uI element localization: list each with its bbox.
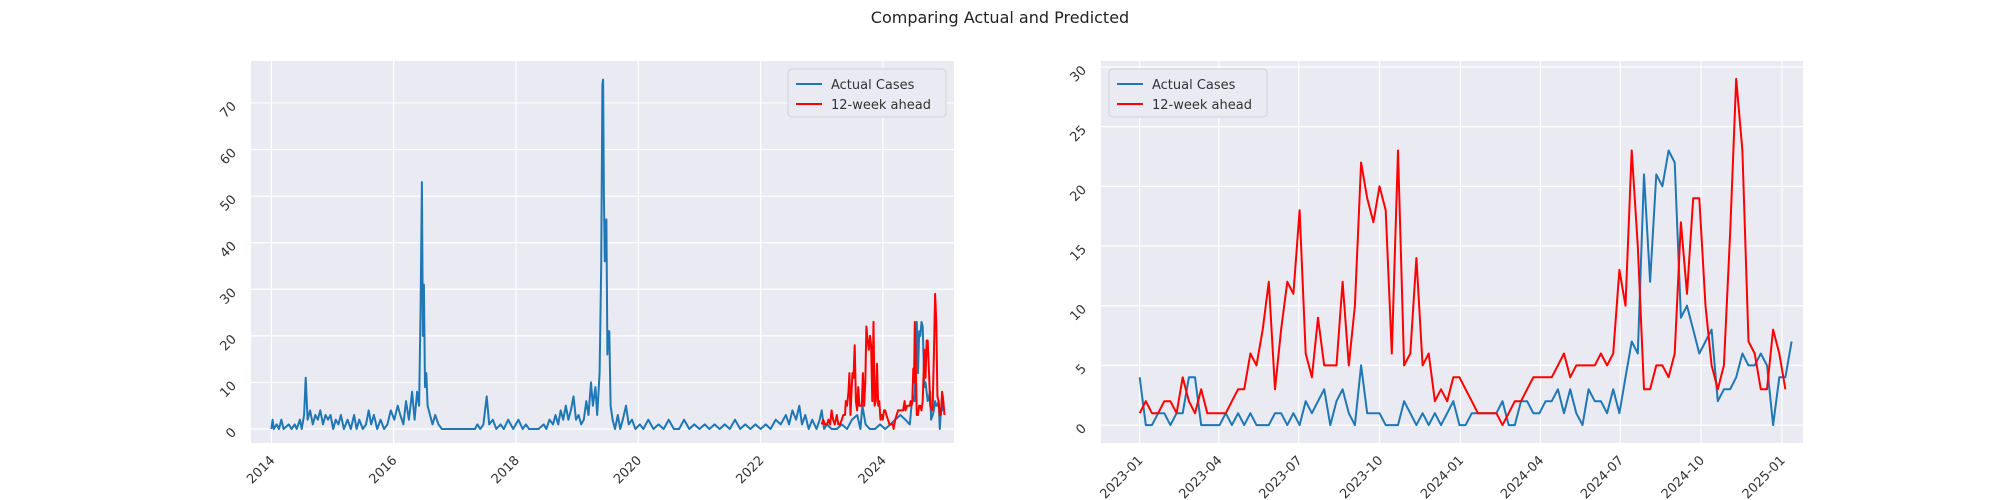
y-tick-label: 10: [218, 379, 240, 401]
y-tick-label: 60: [218, 146, 240, 168]
x-tick-label: 2014: [244, 453, 278, 487]
chart-right: 0 5 10 15 20 25 30 2023-01 2023-04 2023-07 2023-10…: [1068, 61, 1803, 500]
y-tick-label: 20: [1068, 183, 1090, 205]
x-tick-label: 2023-01: [1097, 453, 1146, 500]
x-tick-label: 2023-10: [1337, 453, 1386, 500]
legend-label: 12-week ahead: [831, 98, 931, 113]
legend-label: 12-week ahead: [1152, 98, 1252, 113]
y-tick-label: 50: [218, 192, 240, 214]
legend-label: Actual Cases: [1152, 78, 1236, 93]
y-tick-label: 0: [223, 425, 239, 441]
y-tick-label: 5: [1073, 362, 1089, 378]
legend-label: Actual Cases: [831, 78, 915, 93]
series-line-actual: [1138, 149, 1793, 427]
x-tick-label: 2024-01: [1418, 453, 1467, 500]
x-tick-label: 2016: [366, 453, 400, 487]
x-tick-label: 2018: [489, 453, 523, 487]
x-tick-label: 2024-07: [1578, 453, 1627, 500]
y-tick-label: 20: [218, 332, 240, 354]
series-line-actual: [270, 78, 945, 430]
y-tick-label: 10: [1068, 302, 1090, 324]
series-line-predicted: [820, 292, 946, 430]
x-tick-label: 2024: [856, 453, 890, 487]
x-tick-label: 2023-04: [1177, 453, 1226, 500]
legend: Actual Cases 12-week ahead: [1108, 68, 1268, 118]
y-tick-label: 25: [1068, 123, 1090, 145]
series-line-predicted: [1138, 77, 1787, 427]
x-tick-label: 2024-10: [1659, 453, 1708, 500]
y-tick-label: 0: [1073, 421, 1089, 437]
legend-box: [787, 68, 947, 118]
figure-title: Comparing Actual and Predicted: [870, 8, 1130, 27]
y-tick-label: 40: [218, 239, 240, 261]
y-tick-label: 30: [1068, 63, 1090, 85]
x-tick-label: 2025-01: [1740, 453, 1789, 500]
y-tick-label: 70: [218, 99, 240, 121]
legend: Actual Cases 12-week ahead: [787, 68, 947, 118]
chart-left: 0 10 20 30 40 50 60 70 2014 2016 2018 2020 2022 2024 A…: [218, 61, 954, 487]
y-tick-label: 15: [1068, 242, 1090, 264]
x-tick-label: 2022: [733, 453, 767, 487]
x-tick-label: 2020: [611, 453, 645, 487]
y-tick-label: 30: [218, 285, 240, 307]
x-tick-label: 2023-07: [1256, 453, 1305, 500]
legend-box: [1108, 68, 1268, 118]
x-tick-label: 2024-04: [1498, 453, 1547, 500]
